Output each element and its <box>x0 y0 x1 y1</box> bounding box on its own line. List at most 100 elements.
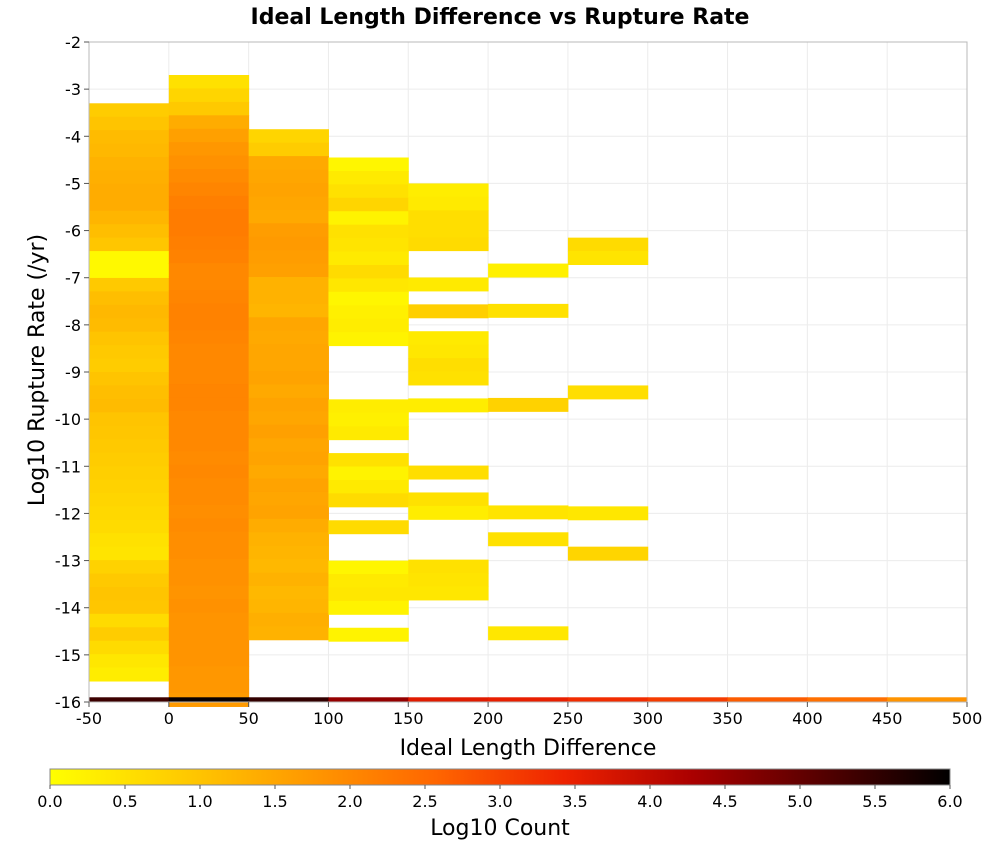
heatmap-cell <box>89 667 170 682</box>
heatmap-cell <box>328 170 409 185</box>
y-tick-label: -11 <box>55 457 81 476</box>
heatmap-cell <box>248 129 329 144</box>
heatmap-cell <box>248 572 329 587</box>
heatmap-cell <box>89 345 170 360</box>
y-axis-label: Log10 Rupture Rate (/yr) <box>25 234 50 506</box>
heatmap-cell <box>328 224 409 239</box>
y-tick-label: -5 <box>65 174 81 193</box>
x-axis-ticks: -50 0 50 100 150 200 250 300 350 400 450 500 <box>76 702 982 728</box>
colorbar-tick-label: 2.5 <box>412 792 437 811</box>
colorbar-tick-label: 0.0 <box>37 792 62 811</box>
colorbar-tick-label: 1.5 <box>262 792 287 811</box>
heatmap-cell <box>168 128 250 143</box>
heatmap-cell <box>408 237 489 252</box>
heatmap-cell <box>328 197 409 212</box>
colorbar <box>49 768 951 786</box>
heatmap-cell <box>248 599 329 614</box>
heatmap-cell <box>328 332 409 347</box>
heatmap-cell <box>168 491 250 506</box>
heatmap-cell <box>168 343 250 358</box>
y-tick-label: -7 <box>65 269 81 288</box>
colorbar-tick-label: 3.5 <box>562 792 587 811</box>
x-tick-label: 100 <box>313 709 344 728</box>
heatmap-cell <box>168 182 250 197</box>
heatmap-cell <box>89 439 170 454</box>
heatmap-cell <box>248 209 329 224</box>
heatmap-cell <box>89 573 170 588</box>
heatmap-cell <box>248 263 329 278</box>
heatmap-cell <box>567 251 649 266</box>
heatmap-cell <box>168 697 250 702</box>
heatmap-cell <box>89 492 170 507</box>
heatmap-cell <box>168 222 250 237</box>
heatmap-cell <box>248 697 329 702</box>
heatmap-cell <box>408 465 489 480</box>
heatmap-cell <box>89 304 170 319</box>
heatmap-cell <box>248 142 329 157</box>
heatmap-cell <box>408 223 489 238</box>
colorbar-tick-label: 5.0 <box>787 792 812 811</box>
heatmap-cell <box>248 626 329 641</box>
heatmap-cell <box>408 304 489 319</box>
heatmap-cell <box>168 263 250 278</box>
heatmap-cell <box>89 479 170 494</box>
colorbar-label: Log10 Count <box>430 816 570 841</box>
heatmap-cell <box>168 598 250 613</box>
heatmap-cell <box>248 424 329 439</box>
colorbar-tick-label: 1.0 <box>187 792 212 811</box>
heatmap-cell <box>408 331 489 346</box>
heatmap-cell <box>248 371 329 385</box>
heatmap-cell <box>89 627 170 642</box>
heatmap-cell <box>488 626 569 641</box>
y-tick-label: -12 <box>55 504 81 523</box>
heatmap-cell <box>168 249 250 264</box>
heatmap-cell <box>248 545 329 560</box>
heatmap-cell <box>89 318 170 333</box>
heatmap-cell <box>248 586 329 600</box>
heatmap-cell <box>168 424 250 439</box>
heatmap-cell <box>89 697 170 702</box>
heatmap-cell <box>168 142 250 157</box>
heatmap-cell <box>488 505 569 520</box>
heatmap-cell <box>89 600 170 615</box>
heatmap-cell <box>89 412 170 427</box>
heatmap-cell <box>168 169 250 183</box>
heatmap-cell <box>408 210 489 225</box>
heatmap-cell <box>567 237 649 252</box>
heatmap-cell <box>328 157 409 172</box>
heatmap-cell <box>168 115 250 130</box>
heatmap-cell <box>328 264 409 279</box>
heatmap-cell <box>168 101 250 116</box>
heatmap-cell <box>168 679 250 694</box>
heatmap-cell <box>89 372 170 386</box>
heatmap-cell <box>89 613 170 628</box>
heatmap-cell <box>248 236 329 251</box>
heatmap-cell <box>328 184 409 199</box>
heatmap-cell <box>328 412 409 427</box>
y-tick-label: -10 <box>55 410 81 429</box>
x-tick-label: 450 <box>872 709 903 728</box>
heatmap-cell <box>887 697 968 702</box>
heatmap-cell <box>328 697 409 702</box>
heatmap-cell <box>488 697 569 702</box>
heatmap-cell <box>168 518 250 533</box>
heatmap-cell <box>168 504 250 519</box>
heatmap-cell <box>727 697 808 702</box>
heatmap-cell <box>168 639 250 654</box>
heatmap-cell <box>248 317 329 332</box>
heatmap-cell <box>168 303 250 318</box>
x-tick-label: 350 <box>712 709 743 728</box>
heatmap-cell <box>328 560 409 575</box>
heatmap-cell <box>168 612 250 627</box>
y-tick-label: -14 <box>55 599 81 618</box>
heatmap-cell <box>248 277 329 291</box>
colorbar-tick-label: 4.0 <box>637 792 662 811</box>
y-tick-label: -9 <box>65 363 81 382</box>
heatmap-cell <box>89 143 170 158</box>
heatmap-cell <box>248 411 329 426</box>
heatmap-cell <box>168 531 250 546</box>
y-tick-label: -2 <box>65 33 81 52</box>
heatmap-cell <box>567 385 649 400</box>
heatmap-cell <box>89 197 170 212</box>
heatmap-cell <box>328 238 409 253</box>
